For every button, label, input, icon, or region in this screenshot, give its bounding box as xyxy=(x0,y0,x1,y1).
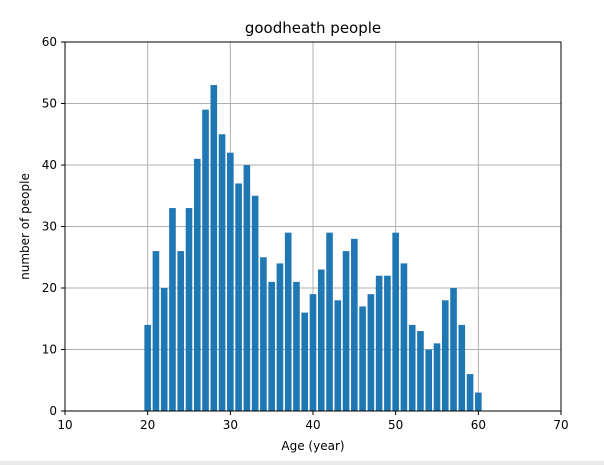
bar xyxy=(392,232,399,411)
x-tick-label: 30 xyxy=(223,418,238,432)
bar xyxy=(210,85,218,412)
x-axis-label: Age (year) xyxy=(281,439,344,453)
bar xyxy=(466,374,474,411)
bar xyxy=(458,324,466,411)
bar xyxy=(351,238,358,411)
x-tick-label: 20 xyxy=(140,418,155,432)
bar xyxy=(367,294,375,411)
bar xyxy=(276,263,284,411)
bar xyxy=(202,109,209,412)
bar xyxy=(384,275,391,411)
y-tick-label: 0 xyxy=(49,404,57,418)
bar xyxy=(235,183,242,411)
bar xyxy=(441,300,449,411)
x-tick-label: 40 xyxy=(305,418,320,432)
y-tick-label: 50 xyxy=(42,97,57,111)
bar xyxy=(169,208,176,411)
bar xyxy=(475,392,482,411)
bar xyxy=(160,288,168,411)
bar xyxy=(177,251,185,411)
bar xyxy=(400,263,408,411)
y-tick-label: 60 xyxy=(42,35,57,49)
bar xyxy=(301,312,309,411)
bar xyxy=(144,324,151,411)
bar xyxy=(218,134,226,411)
bars xyxy=(144,85,482,412)
y-tick-label: 40 xyxy=(42,158,57,172)
bar xyxy=(425,349,433,411)
bar xyxy=(193,158,201,411)
x-tick-label: 70 xyxy=(553,418,568,432)
y-tick-label: 20 xyxy=(42,281,57,295)
bar xyxy=(251,195,259,411)
window-bottom-edge xyxy=(0,461,604,465)
bar xyxy=(293,281,300,411)
bar xyxy=(227,152,234,411)
bar xyxy=(326,232,333,411)
bar xyxy=(260,257,267,411)
bar xyxy=(334,300,342,411)
bar xyxy=(450,288,457,411)
bar xyxy=(185,208,193,411)
bar xyxy=(284,232,292,411)
bar xyxy=(375,275,383,411)
bar xyxy=(243,165,251,411)
x-tick-label: 60 xyxy=(471,418,486,432)
bar xyxy=(417,331,424,411)
bar xyxy=(309,294,317,411)
y-tick-label: 30 xyxy=(42,220,57,234)
bar xyxy=(359,306,366,411)
chart-title: goodheath people xyxy=(245,19,381,37)
y-axis-label: number of people xyxy=(18,173,32,280)
bar xyxy=(408,324,416,411)
bar xyxy=(268,281,275,411)
x-tick-label: 10 xyxy=(57,418,72,432)
bar xyxy=(152,251,160,411)
x-tick-label: 50 xyxy=(388,418,403,432)
bar xyxy=(317,269,325,411)
bar xyxy=(433,343,441,411)
bar xyxy=(342,251,350,411)
y-tick-label: 10 xyxy=(42,343,57,357)
